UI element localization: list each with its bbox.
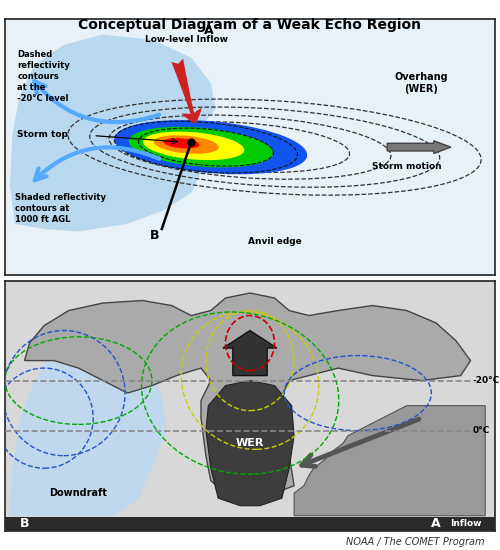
Text: Conceptual Diagram of a Weak Echo Region: Conceptual Diagram of a Weak Echo Region [78,18,422,31]
Text: Downdraft: Downdraft [50,488,108,498]
Text: Storm top: Storm top [17,130,68,139]
Text: Storm motion: Storm motion [372,162,442,172]
FancyArrow shape [387,141,451,153]
Polygon shape [24,293,470,498]
Text: B: B [20,518,30,531]
Text: A: A [204,24,213,37]
Polygon shape [10,336,166,516]
Text: B: B [150,229,159,242]
Text: Overhang
(WER): Overhang (WER) [394,73,448,94]
Text: WER: WER [236,438,264,448]
Ellipse shape [128,126,274,168]
Text: A: A [432,518,441,531]
Text: NOAA / The COMET Program: NOAA / The COMET Program [346,537,485,547]
Ellipse shape [114,120,307,174]
Text: Shaded reflectivity
contours at
1000 ft AGL: Shaded reflectivity contours at 1000 ft … [15,193,106,224]
Text: Inflow: Inflow [450,520,482,529]
Ellipse shape [154,135,219,154]
Bar [5,517,495,531]
Polygon shape [206,381,294,506]
Text: Anvil edge: Anvil edge [248,237,302,246]
Text: Low-level Inflow: Low-level Inflow [145,35,228,44]
Polygon shape [294,405,485,516]
Text: 0°C: 0°C [473,426,490,435]
FancyArrow shape [223,331,277,376]
Polygon shape [10,35,216,232]
Ellipse shape [143,131,244,160]
Text: -20°C: -20°C [473,376,500,385]
Text: Dashed
reflectivity
contours
at the
-20°C level: Dashed reflectivity contours at the -20°… [17,50,70,103]
Ellipse shape [164,138,200,149]
